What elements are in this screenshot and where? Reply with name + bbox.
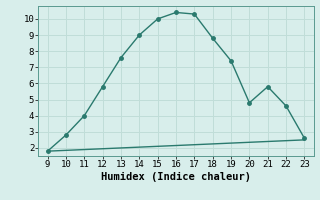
X-axis label: Humidex (Indice chaleur): Humidex (Indice chaleur): [101, 172, 251, 182]
